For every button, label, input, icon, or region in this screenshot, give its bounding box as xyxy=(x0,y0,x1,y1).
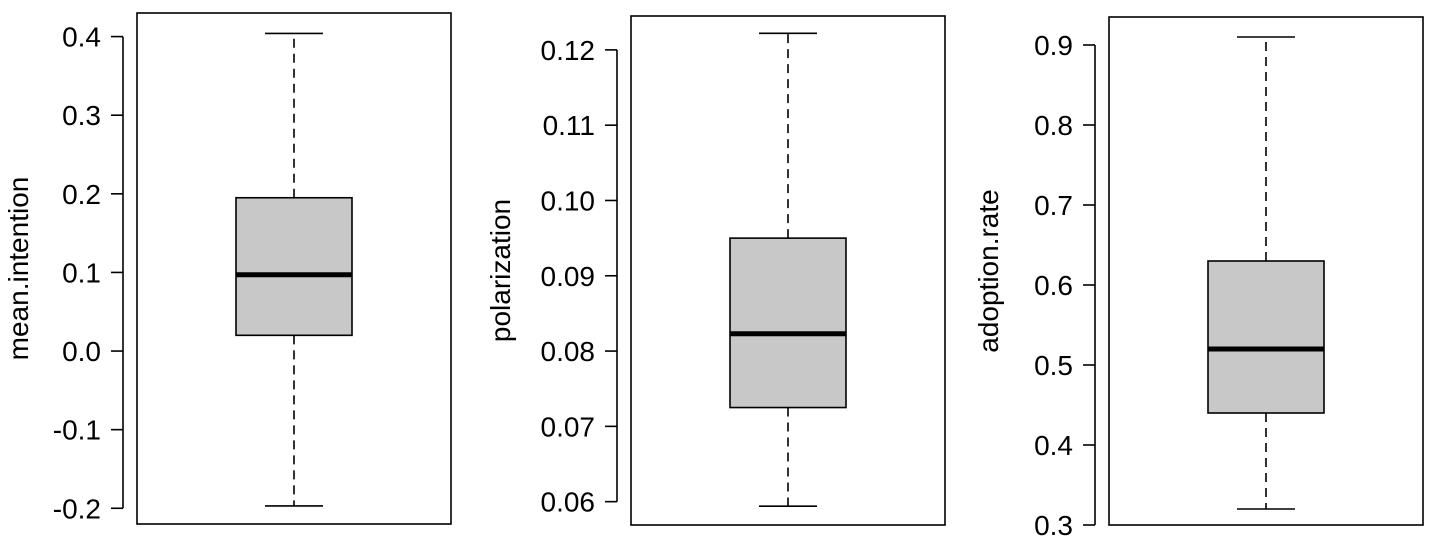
plot-frame xyxy=(1108,16,1424,526)
y-tick-label: 0.06 xyxy=(541,487,596,518)
y-tick-label: 0.8 xyxy=(1034,110,1073,141)
y-tick-label: 0.4 xyxy=(62,22,101,53)
plot-frame xyxy=(630,15,946,526)
y-tick-label: 0.3 xyxy=(1034,510,1073,541)
interquartile-box xyxy=(1207,260,1325,414)
y-tick-label: 0.11 xyxy=(543,110,595,141)
y-tick-label: 0.12 xyxy=(541,35,596,66)
y-axis-label: mean.intention xyxy=(3,177,34,361)
boxplot-panel-3: 0.3 0.4 0.5 0.6 0.7 0.8 0.9 adoption.rate xyxy=(973,16,1424,541)
y-axis-label: adoption.rate xyxy=(973,189,1004,352)
y-tick-label: 0.5 xyxy=(1034,350,1073,381)
y-tick-label: 0.6 xyxy=(1034,270,1073,301)
boxplot-panel-1: -0.2 -0.1 0.0 0.1 0.2 0.3 0.4 mean.intention xyxy=(3,12,452,525)
y-tick-label: 0.10 xyxy=(541,185,596,216)
y-tick-label: 0.7 xyxy=(1034,190,1073,221)
interquartile-box xyxy=(729,237,847,409)
y-tick-label: 0.0 xyxy=(62,336,101,367)
y-tick-label: 0.07 xyxy=(541,411,596,442)
y-tick-label: -0.2 xyxy=(53,493,101,524)
y-axis-label: polarization xyxy=(485,199,516,342)
y-tick-label: -0.1 xyxy=(53,415,101,446)
plot-frame xyxy=(136,12,452,525)
y-tick-label: 0.09 xyxy=(541,261,596,292)
y-tick-label: 0.2 xyxy=(62,179,101,210)
y-tick-label: 0.1 xyxy=(62,257,101,288)
y-tick-label: 0.08 xyxy=(541,336,596,367)
interquartile-box xyxy=(235,196,353,337)
y-tick-label: 0.4 xyxy=(1034,430,1073,461)
y-tick-label: 0.3 xyxy=(62,100,101,131)
boxplot-panel-2: 0.06 0.07 0.08 0.09 0.10 0.11 0.12 polarization xyxy=(485,15,946,526)
y-tick-label: 0.9 xyxy=(1034,30,1073,61)
